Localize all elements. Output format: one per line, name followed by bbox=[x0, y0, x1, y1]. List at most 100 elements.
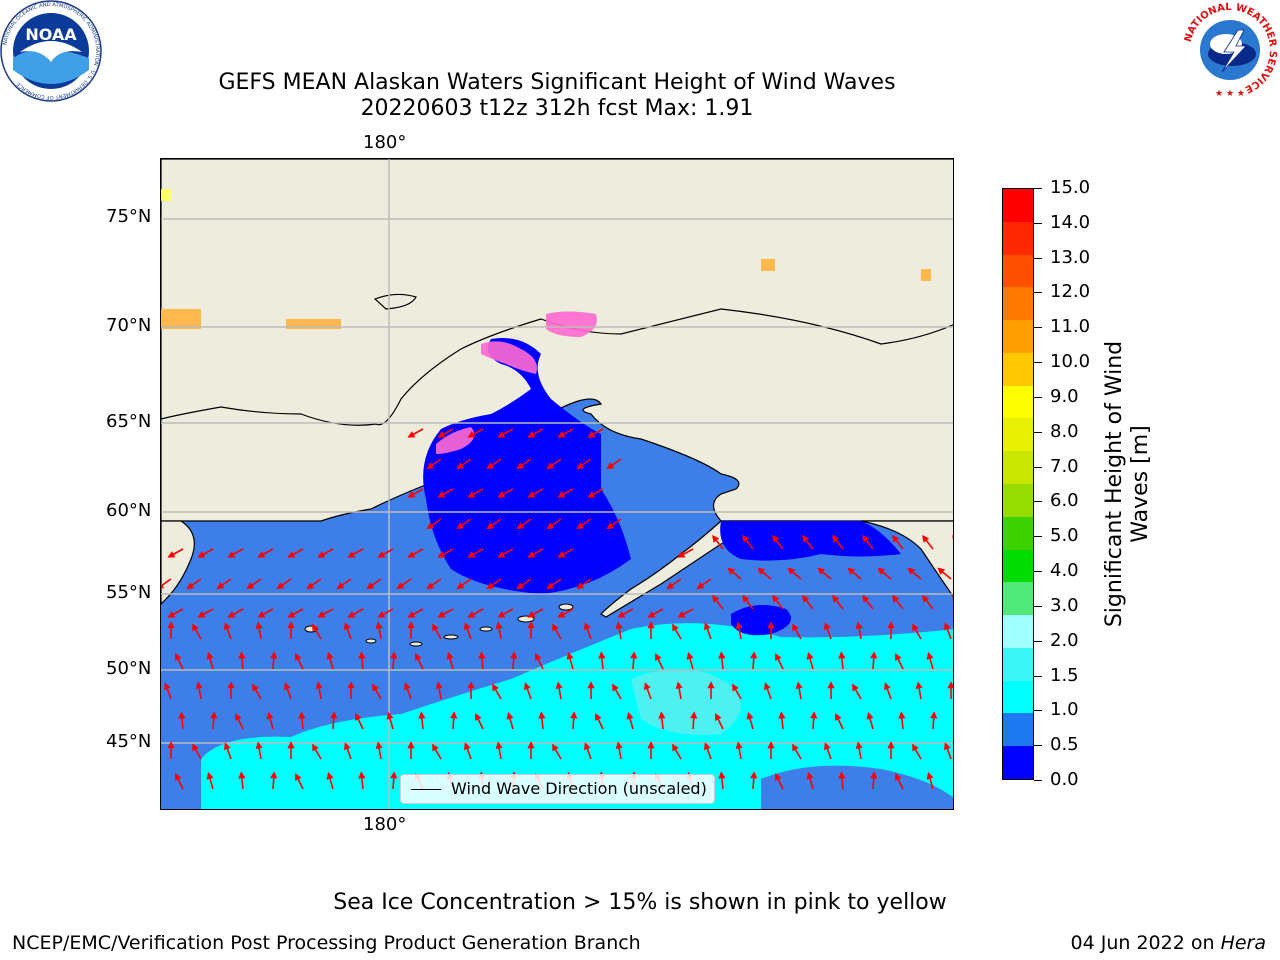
colorbar-ticks: 0.0 0.5 1.0 1.5 2.0 3.0 4.0 5.0 6.0 7.0 8.0 9.0 10.0… bbox=[1034, 179, 1096, 789]
colorbar-tick-mark bbox=[1034, 396, 1042, 398]
wave-direction-arrowhead bbox=[456, 462, 465, 470]
lat-label-45: 45°N bbox=[106, 731, 152, 752]
wave-direction-arrowhead bbox=[475, 713, 482, 721]
colorbar-tick-mark bbox=[1034, 466, 1042, 468]
wave-direction-arrowhead bbox=[583, 742, 591, 751]
wave-direction-arrowhead bbox=[257, 551, 266, 558]
wave-direction-arrowhead bbox=[486, 462, 495, 470]
sea-ice-orange-3 bbox=[761, 259, 775, 271]
wave-direction-arrowhead bbox=[192, 623, 199, 632]
wave-direction-arrowhead bbox=[295, 773, 302, 781]
wave-direction-arrowhead bbox=[437, 551, 446, 558]
wave-direction-arrowhead bbox=[497, 491, 506, 498]
colorbar-tick-label: 0.5 bbox=[1050, 734, 1079, 756]
colorbar-segment bbox=[1003, 254, 1033, 288]
wave-direction-arrowhead bbox=[915, 681, 923, 690]
wave-direction-arrowhead bbox=[870, 771, 878, 779]
colorbar-tick-mark bbox=[1034, 362, 1042, 364]
wave-direction-arrowhead bbox=[823, 742, 831, 751]
colorbar-segment bbox=[1003, 418, 1033, 452]
wave-direction-arrowhead bbox=[312, 623, 319, 632]
colorbar-segment bbox=[1003, 516, 1033, 550]
wave-direction-arrowhead bbox=[495, 741, 503, 750]
wave-direction-arrowhead bbox=[478, 651, 486, 659]
wave-direction-arrowhead bbox=[912, 743, 919, 752]
wave-direction-arrowhead bbox=[810, 711, 818, 719]
wave-direction-arrowhead bbox=[775, 773, 782, 781]
wave-direction-arrowhead bbox=[167, 611, 176, 618]
wave-direction-arrowhead bbox=[287, 611, 296, 618]
wave-direction-arrowhead bbox=[576, 582, 585, 590]
wave-direction-arrowhead bbox=[432, 743, 439, 752]
wave-direction-arrowhead bbox=[317, 551, 326, 558]
wave-direction-arrowhead bbox=[287, 741, 295, 749]
colorbar-tick-mark bbox=[1034, 780, 1042, 781]
colorbar-tick-mark bbox=[1034, 605, 1042, 607]
wave-direction-arrowhead bbox=[952, 535, 953, 540]
wave-direction-arrowhead bbox=[767, 741, 775, 749]
gulf-deep-blue-patch bbox=[731, 605, 791, 636]
wave-direction-arrowhead bbox=[690, 711, 698, 719]
wave-direction-arrowhead bbox=[163, 682, 171, 691]
wave-direction-arrowhead bbox=[546, 582, 555, 590]
colorbar-tick-label: 15.0 bbox=[1050, 177, 1091, 198]
date-credit: 04 Jun 2022 on Hera bbox=[1071, 932, 1266, 954]
sea-ice-pink-2 bbox=[436, 427, 475, 454]
wave-direction-arrowhead bbox=[312, 743, 319, 752]
wave-direction-arrowhead bbox=[497, 431, 506, 438]
wave-direction-arrowhead bbox=[675, 681, 683, 690]
wave-direction-arrowhead bbox=[732, 683, 739, 692]
colorbar-tick-label: 11.0 bbox=[1050, 316, 1091, 338]
lat-label-55: 55°N bbox=[106, 582, 152, 603]
wave-direction-arrowhead bbox=[647, 741, 655, 749]
wave-direction-arrowhead bbox=[270, 651, 278, 659]
wave-direction-arrowhead bbox=[206, 771, 214, 780]
colorbar-tick-label: 0.0 bbox=[1050, 769, 1079, 790]
wave-direction-arrowhead bbox=[835, 713, 842, 721]
chart-title: GEFS MEAN Alaskan Waters Significant Hei… bbox=[0, 70, 1114, 122]
wave-direction-arrowhead bbox=[435, 681, 443, 690]
wave-direction-arrowhead bbox=[527, 621, 535, 629]
wave-direction-arrowhead bbox=[877, 567, 886, 575]
wave-direction-arrowhead bbox=[456, 522, 465, 530]
wave-direction-arrowhead bbox=[823, 622, 831, 631]
wave-direction-arrowhead bbox=[546, 522, 555, 530]
colorbar-segment bbox=[1003, 615, 1033, 648]
wave-direction-arrowhead bbox=[467, 681, 475, 689]
wave-direction-arrowhead bbox=[227, 611, 236, 618]
wave-direction-arrowhead bbox=[432, 623, 439, 632]
wave-direction-arrowhead bbox=[347, 681, 355, 689]
wave-direction-arrowhead bbox=[238, 771, 246, 779]
colorbar-segment bbox=[1003, 582, 1033, 616]
wave-direction-arrowhead bbox=[922, 535, 930, 543]
map-canvas bbox=[161, 159, 953, 809]
wave-direction-arrowhead bbox=[315, 681, 323, 690]
colorbar-segment bbox=[1003, 713, 1033, 747]
colorbar-tick-mark bbox=[1034, 571, 1042, 573]
wave-direction-arrowhead bbox=[377, 551, 386, 558]
wave-direction-arrowhead bbox=[538, 711, 546, 719]
wave-direction-arrowhead bbox=[407, 621, 415, 629]
wave-direction-arrowhead bbox=[746, 711, 754, 720]
wave-direction-arrowhead bbox=[952, 595, 953, 600]
wave-direction-arrowhead bbox=[343, 622, 351, 631]
colorbar-segment bbox=[1003, 352, 1033, 386]
wave-direction-arrowhead bbox=[792, 623, 799, 632]
branch-credit: NCEP/EMC/Verification Post Processing Pr… bbox=[12, 932, 641, 954]
wave-direction-arrowhead bbox=[523, 682, 531, 691]
colorbar-tick-mark bbox=[1034, 710, 1042, 712]
wave-direction-arrowhead bbox=[426, 522, 435, 530]
wave-direction-arrowhead bbox=[167, 551, 176, 558]
colorbar-tick-mark bbox=[1034, 292, 1042, 294]
wave-direction-arrowhead bbox=[238, 651, 246, 659]
wave-direction-arrowhead bbox=[255, 741, 263, 750]
wave-direction-arrowhead bbox=[287, 551, 296, 558]
wave-direction-arrowhead bbox=[407, 611, 416, 618]
wave-direction-arrowhead bbox=[672, 623, 679, 632]
svg-text:★ ★ ★: ★ ★ ★ bbox=[1215, 89, 1245, 99]
colorbar-tick-mark bbox=[1034, 327, 1042, 329]
colorbar-tick-label: 13.0 bbox=[1050, 246, 1091, 268]
wave-direction-arrowhead bbox=[712, 595, 720, 603]
wave-direction-arrowhead bbox=[750, 771, 758, 779]
colorbar-tick-mark bbox=[1034, 501, 1042, 503]
